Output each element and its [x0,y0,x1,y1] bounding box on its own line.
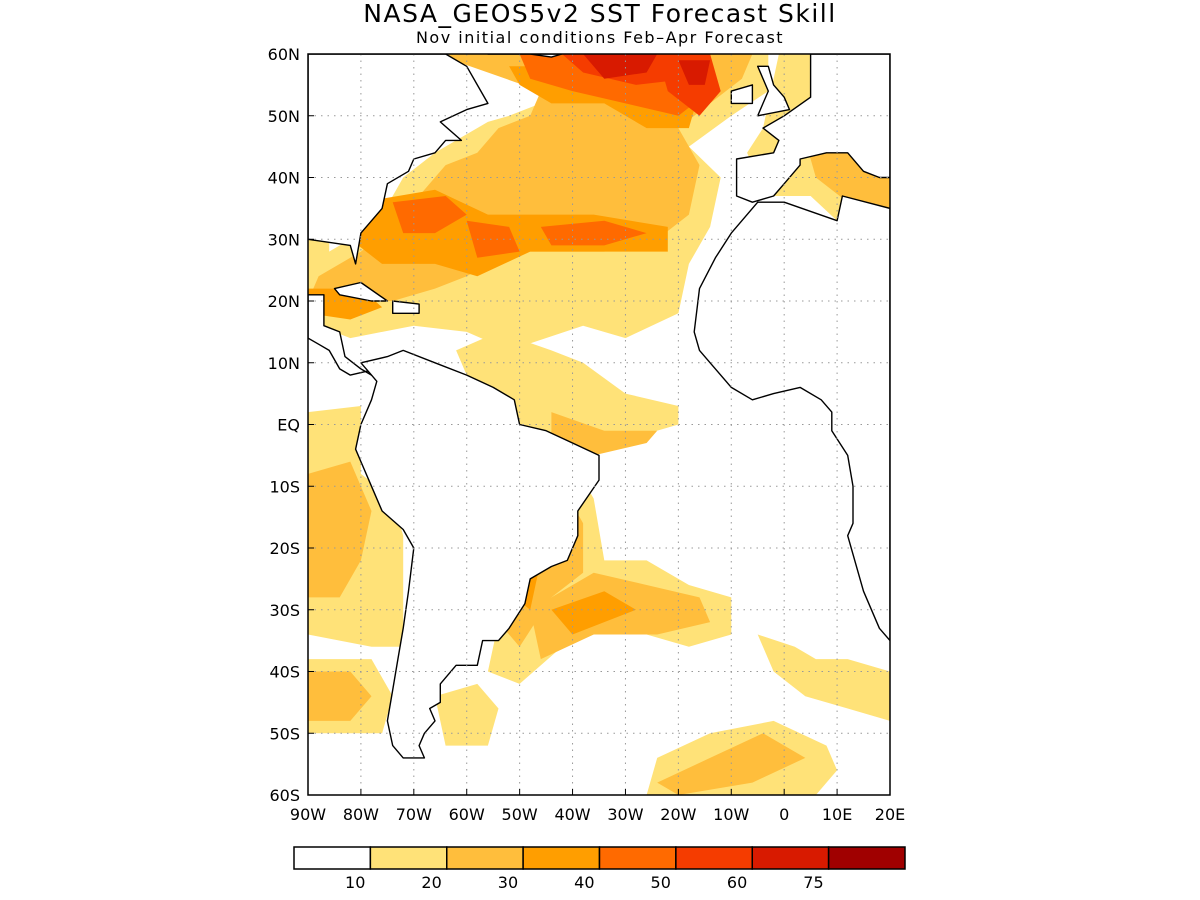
colorbar-swatch [751,846,830,870]
lat-label: 20N [268,292,300,311]
lon-label: 50W [502,805,538,824]
land-ireland [730,84,754,105]
lon-label: 70W [396,805,432,824]
lat-label: 20S [269,539,300,558]
colorbar-swatch [598,846,677,870]
lat-label: 50S [269,724,300,743]
lon-label: 10E [822,805,852,824]
lon-label: 90W [290,805,326,824]
skill-region-21 [551,591,636,635]
skill-region-16 [657,733,806,795]
lat-label: 30S [269,601,300,620]
lon-label: 10W [713,805,749,824]
colorbar-label: 10 [345,873,365,892]
lat-label: 60S [269,786,300,805]
skill-region-24 [392,196,467,234]
colorbar-label: 40 [574,873,594,892]
lon-label: 20W [660,805,696,824]
land-africa [693,195,890,642]
colorbar-swatch [369,846,448,870]
skill-region-30 [678,60,711,85]
lat-label: EQ [277,416,300,435]
colorbar-label: 60 [727,873,747,892]
land-iceland [657,23,710,35]
lon-label: 0 [779,805,789,824]
colorbar-label: 30 [498,873,518,892]
lat-label: 50N [268,107,300,126]
latitude-labels: 60N 50N 40N 30N 20N 10N EQ 10S 20S 30S 40S 50S 60S [268,45,314,805]
lat-label: 10N [268,354,300,373]
colorbar-swatch [293,846,372,870]
colorbar: 10 20 30 40 50 60 75 [293,846,906,892]
colorbar-label: 75 [803,873,823,892]
lon-label: 40W [554,805,590,824]
land-south-america [354,349,600,759]
land-hispaniola [392,300,420,314]
skill-region-26 [466,220,520,258]
land-iberia-europe [735,54,890,203]
land-greenland [487,54,563,58]
land-cuba [333,281,389,302]
skill-region-7 [435,683,499,746]
colorbar-label: 50 [651,873,671,892]
skill-region-3 [456,331,679,450]
skill-region-17 [551,412,658,456]
lon-label: 80W [343,805,379,824]
colorbar-swatch [827,846,906,870]
skill-region-29 [583,54,658,79]
map-title: NASA_GEOS5v2 SST Forecast Skill [363,0,837,28]
lon-label: 30W [607,805,643,824]
lat-label: 10S [269,477,300,496]
land-great-britain [757,65,791,117]
longitude-labels: 90W 80W 70W 60W 50W 40W 30W 20W 10W 0 10E 20E [290,789,905,824]
colorbar-swatch [522,846,601,870]
colorbar-swatch [675,846,753,870]
lat-label: 40N [268,169,300,188]
skill-region-15 [308,671,372,721]
lat-label: 60N [268,45,300,64]
map-subtitle: Nov initial conditions Feb–Apr Forecast [415,28,785,47]
gridlines [308,54,890,795]
skill-region-14 [308,461,372,598]
lat-label: 30N [268,230,300,249]
colorbar-label: 20 [421,873,441,892]
lon-label: 60W [449,805,485,824]
skill-region-9 [757,634,890,721]
colorbar-swatch [446,846,524,870]
lon-label: 20E [875,805,905,824]
coastlines [308,23,890,759]
land-north-america [308,54,489,265]
lat-label: 40S [269,663,300,682]
